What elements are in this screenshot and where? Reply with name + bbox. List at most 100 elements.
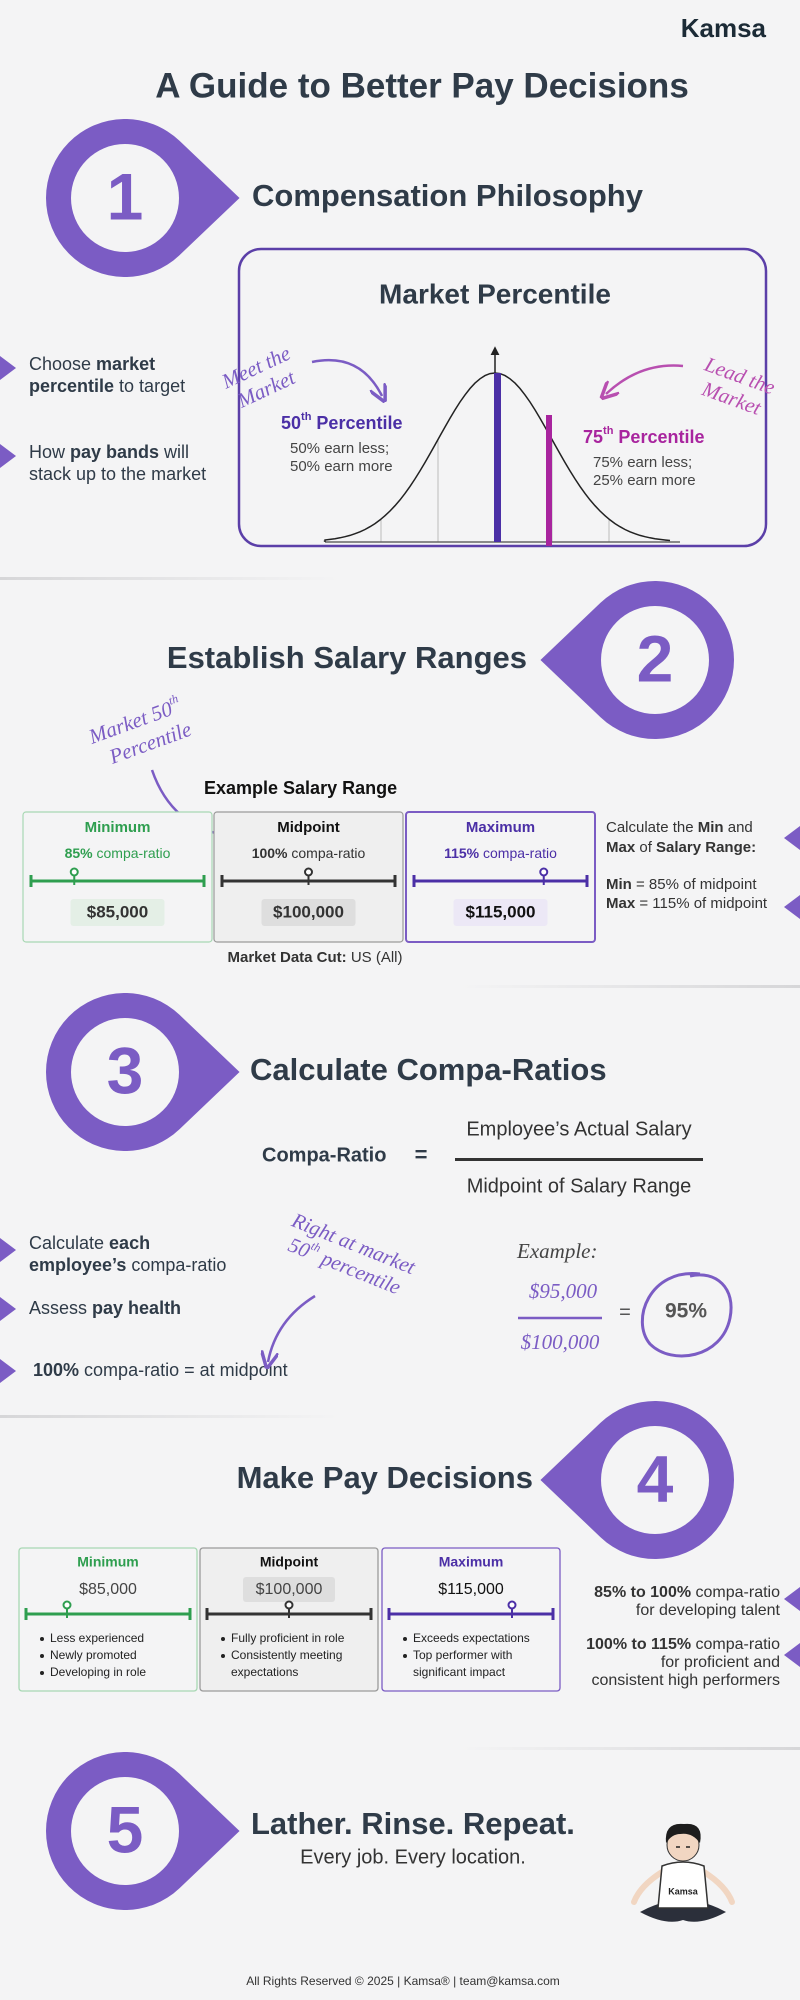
section-subtitle: Every job. Every location. [300, 1846, 526, 1868]
data-cut: Market Data Cut: US (All) [227, 949, 402, 966]
text-part: to target [114, 376, 185, 396]
box-point: expectations [231, 1665, 298, 1679]
box-value: $100,000 [256, 1581, 323, 1598]
bullet-marker [784, 895, 800, 919]
slider-knob [69, 867, 79, 877]
slider-knob [304, 867, 313, 877]
text-part: 115% [444, 845, 480, 861]
side-text: for developing talent [636, 1602, 781, 1619]
text-part: Assess [29, 1298, 92, 1318]
text-part: 100% [252, 845, 288, 861]
badge-number: 4 [637, 1441, 674, 1515]
box-label: Maximum [466, 819, 535, 836]
value-chip [243, 1577, 335, 1602]
text-part: pay bands [70, 442, 159, 462]
bullet-dot [40, 1654, 44, 1658]
bullet-marker [784, 1643, 800, 1667]
side-text: consistent high performers [591, 1672, 780, 1689]
side-text: Max = 115% of midpoint [606, 895, 768, 912]
bullet-marker [0, 1238, 16, 1262]
bullet-marker [0, 444, 16, 468]
bullet-marker [0, 1297, 16, 1321]
box-value: $115,000 [466, 902, 536, 921]
range-box [405, 811, 596, 943]
bullet-text: Assess pay health [29, 1298, 181, 1318]
box-point: Fully proficient in role [231, 1631, 345, 1645]
box-ratio: 100% compa-ratio [252, 845, 366, 861]
bullet-text: stack up to the market [29, 464, 206, 484]
text-part: compa-ratio [691, 1584, 780, 1601]
text-part: compa-ratio [93, 845, 171, 861]
section-heading: Lather. Rinse. Repeat. [251, 1806, 575, 1841]
formula-label: Compa-Ratio [262, 1144, 386, 1166]
box-point: significant impact [413, 1665, 506, 1679]
bullet-text: 100% compa-ratio = at midpoint [33, 1360, 288, 1380]
text-part: stack up to the market [29, 464, 206, 484]
slider-knob [507, 1600, 517, 1610]
p50-bar [494, 373, 501, 542]
box-ratio: 85% compa-ratio [65, 845, 171, 861]
box-point: Exceeds expectations [413, 1631, 530, 1645]
badge-number: 1 [107, 159, 144, 233]
example-label: Example: [516, 1239, 597, 1263]
bullet-text: Choose market [29, 354, 155, 374]
divider [0, 577, 340, 580]
box-label: Minimum [85, 819, 151, 836]
note-arrow [311, 358, 382, 396]
footer: All Rights Reserved © 2025 | Kamsa® | te… [246, 1974, 560, 1988]
text-part: Min [698, 819, 724, 836]
decision-box [18, 1547, 198, 1692]
side-text: for proficient and [661, 1654, 780, 1671]
side-text: 100% to 115% compa-ratio [586, 1636, 780, 1653]
bullet-dot [221, 1637, 225, 1641]
fraction-bar [455, 1158, 703, 1161]
slider-knob [284, 1600, 294, 1610]
example-numerator: $95,000 [529, 1279, 598, 1303]
character-arm [631, 1869, 665, 1905]
divider [460, 985, 800, 988]
example-eq: = [619, 1301, 631, 1323]
badge-inner [71, 1777, 179, 1885]
side-text: Max of Salary Range: [606, 839, 756, 856]
text-part: US (All) [347, 949, 403, 966]
box-point: Top performer with [413, 1648, 512, 1662]
scribble-circle [640, 1272, 733, 1358]
text-part: Choose [29, 354, 96, 374]
character-arm [701, 1869, 735, 1905]
slider-knob [62, 1600, 72, 1610]
section-heading: Make Pay Decisions [237, 1460, 533, 1495]
text-part: Max [606, 839, 636, 856]
box-point: Consistently meeting [231, 1648, 342, 1662]
p75-bar [546, 415, 552, 546]
percentile-label: 75th Percentile [583, 425, 704, 447]
note-arrow [606, 364, 684, 394]
box-point: Newly promoted [50, 1648, 137, 1662]
side-text: 85% to 100% compa-ratio [594, 1584, 780, 1601]
badge-number: 2 [637, 621, 674, 695]
text-part: Calculate [29, 1233, 109, 1253]
text-part: Max [606, 895, 636, 912]
section-heading: Compensation Philosophy [252, 178, 644, 213]
example-result: 95% [665, 1300, 707, 1323]
formula-denominator: Midpoint of Salary Range [467, 1175, 692, 1197]
example-denominator: $100,000 [521, 1330, 600, 1354]
formula-eq: = [415, 1142, 428, 1167]
shirt-text: Kamsa [668, 1886, 699, 1896]
text-part: percentile [29, 376, 114, 396]
text-part: 75 [583, 427, 603, 447]
formula-numerator: Employee’s Actual Salary [466, 1118, 691, 1140]
percentile-label: 50th Percentile [281, 411, 402, 433]
bullet-marker [0, 356, 16, 380]
slider-knob [539, 867, 549, 877]
box-point: Less experienced [50, 1631, 144, 1645]
percentile-desc: 75% earn less; [593, 454, 692, 471]
bullet-text: percentile to target [29, 376, 185, 396]
range-box [22, 811, 213, 943]
section-heading: Establish Salary Ranges [167, 640, 527, 675]
text-part: How [29, 442, 70, 462]
text-part: 100% [33, 1360, 79, 1380]
text-part: Market Data Cut: [227, 949, 346, 966]
box-label: Maximum [439, 1554, 504, 1570]
bullet-dot [40, 1637, 44, 1641]
